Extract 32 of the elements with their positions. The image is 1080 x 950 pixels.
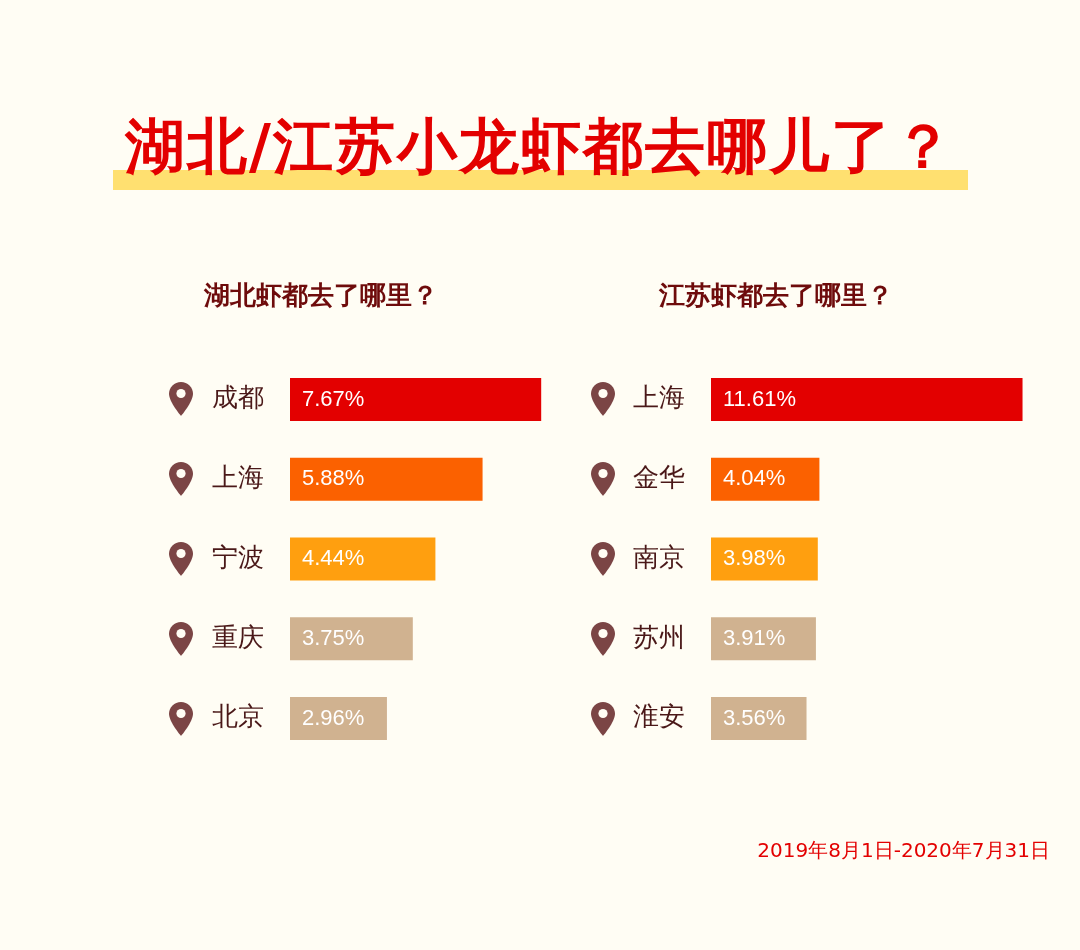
y-tick-label: 重庆 [212,621,264,652]
bar [711,617,816,661]
chart-subtitle: 江苏虾都去了哪里？ [658,279,894,312]
bar [290,617,413,661]
y-tick-label: 淮安 [633,701,685,732]
data-label: 3.91% [723,624,786,650]
y-tick-label: 宁波 [212,541,264,572]
data-label: 3.56% [723,704,786,730]
y-tick-label: 上海 [212,461,264,492]
y-tick-label: 苏州 [633,621,685,652]
bar [711,377,1023,422]
bar [711,457,820,501]
bar [290,457,483,501]
data-label: 3.75% [302,624,365,650]
chart-subtitle: 湖北虾都去了哪里？ [203,279,439,312]
bar [290,537,436,581]
data-label: 3.98% [723,545,786,571]
text: 2019年8月1日-2020年7月31日 [757,837,1050,864]
bar [290,377,542,422]
data-label: 2.96% [302,704,365,730]
y-tick-label: 上海 [633,382,685,413]
data-label: 4.44% [302,545,365,571]
y-tick-label: 金华 [633,461,685,492]
data-label: 7.67% [302,385,365,411]
chart-title: 湖北/江苏小龙虾都去哪儿了？ [125,111,955,181]
y-tick-label: 南京 [633,541,685,572]
bar [711,537,818,581]
y-tick-label: 成都 [212,382,264,413]
data-label: 11.61% [723,385,796,411]
y-tick-label: 北京 [212,701,264,732]
data-label: 4.04% [723,465,786,491]
data-label: 5.88% [302,465,365,491]
